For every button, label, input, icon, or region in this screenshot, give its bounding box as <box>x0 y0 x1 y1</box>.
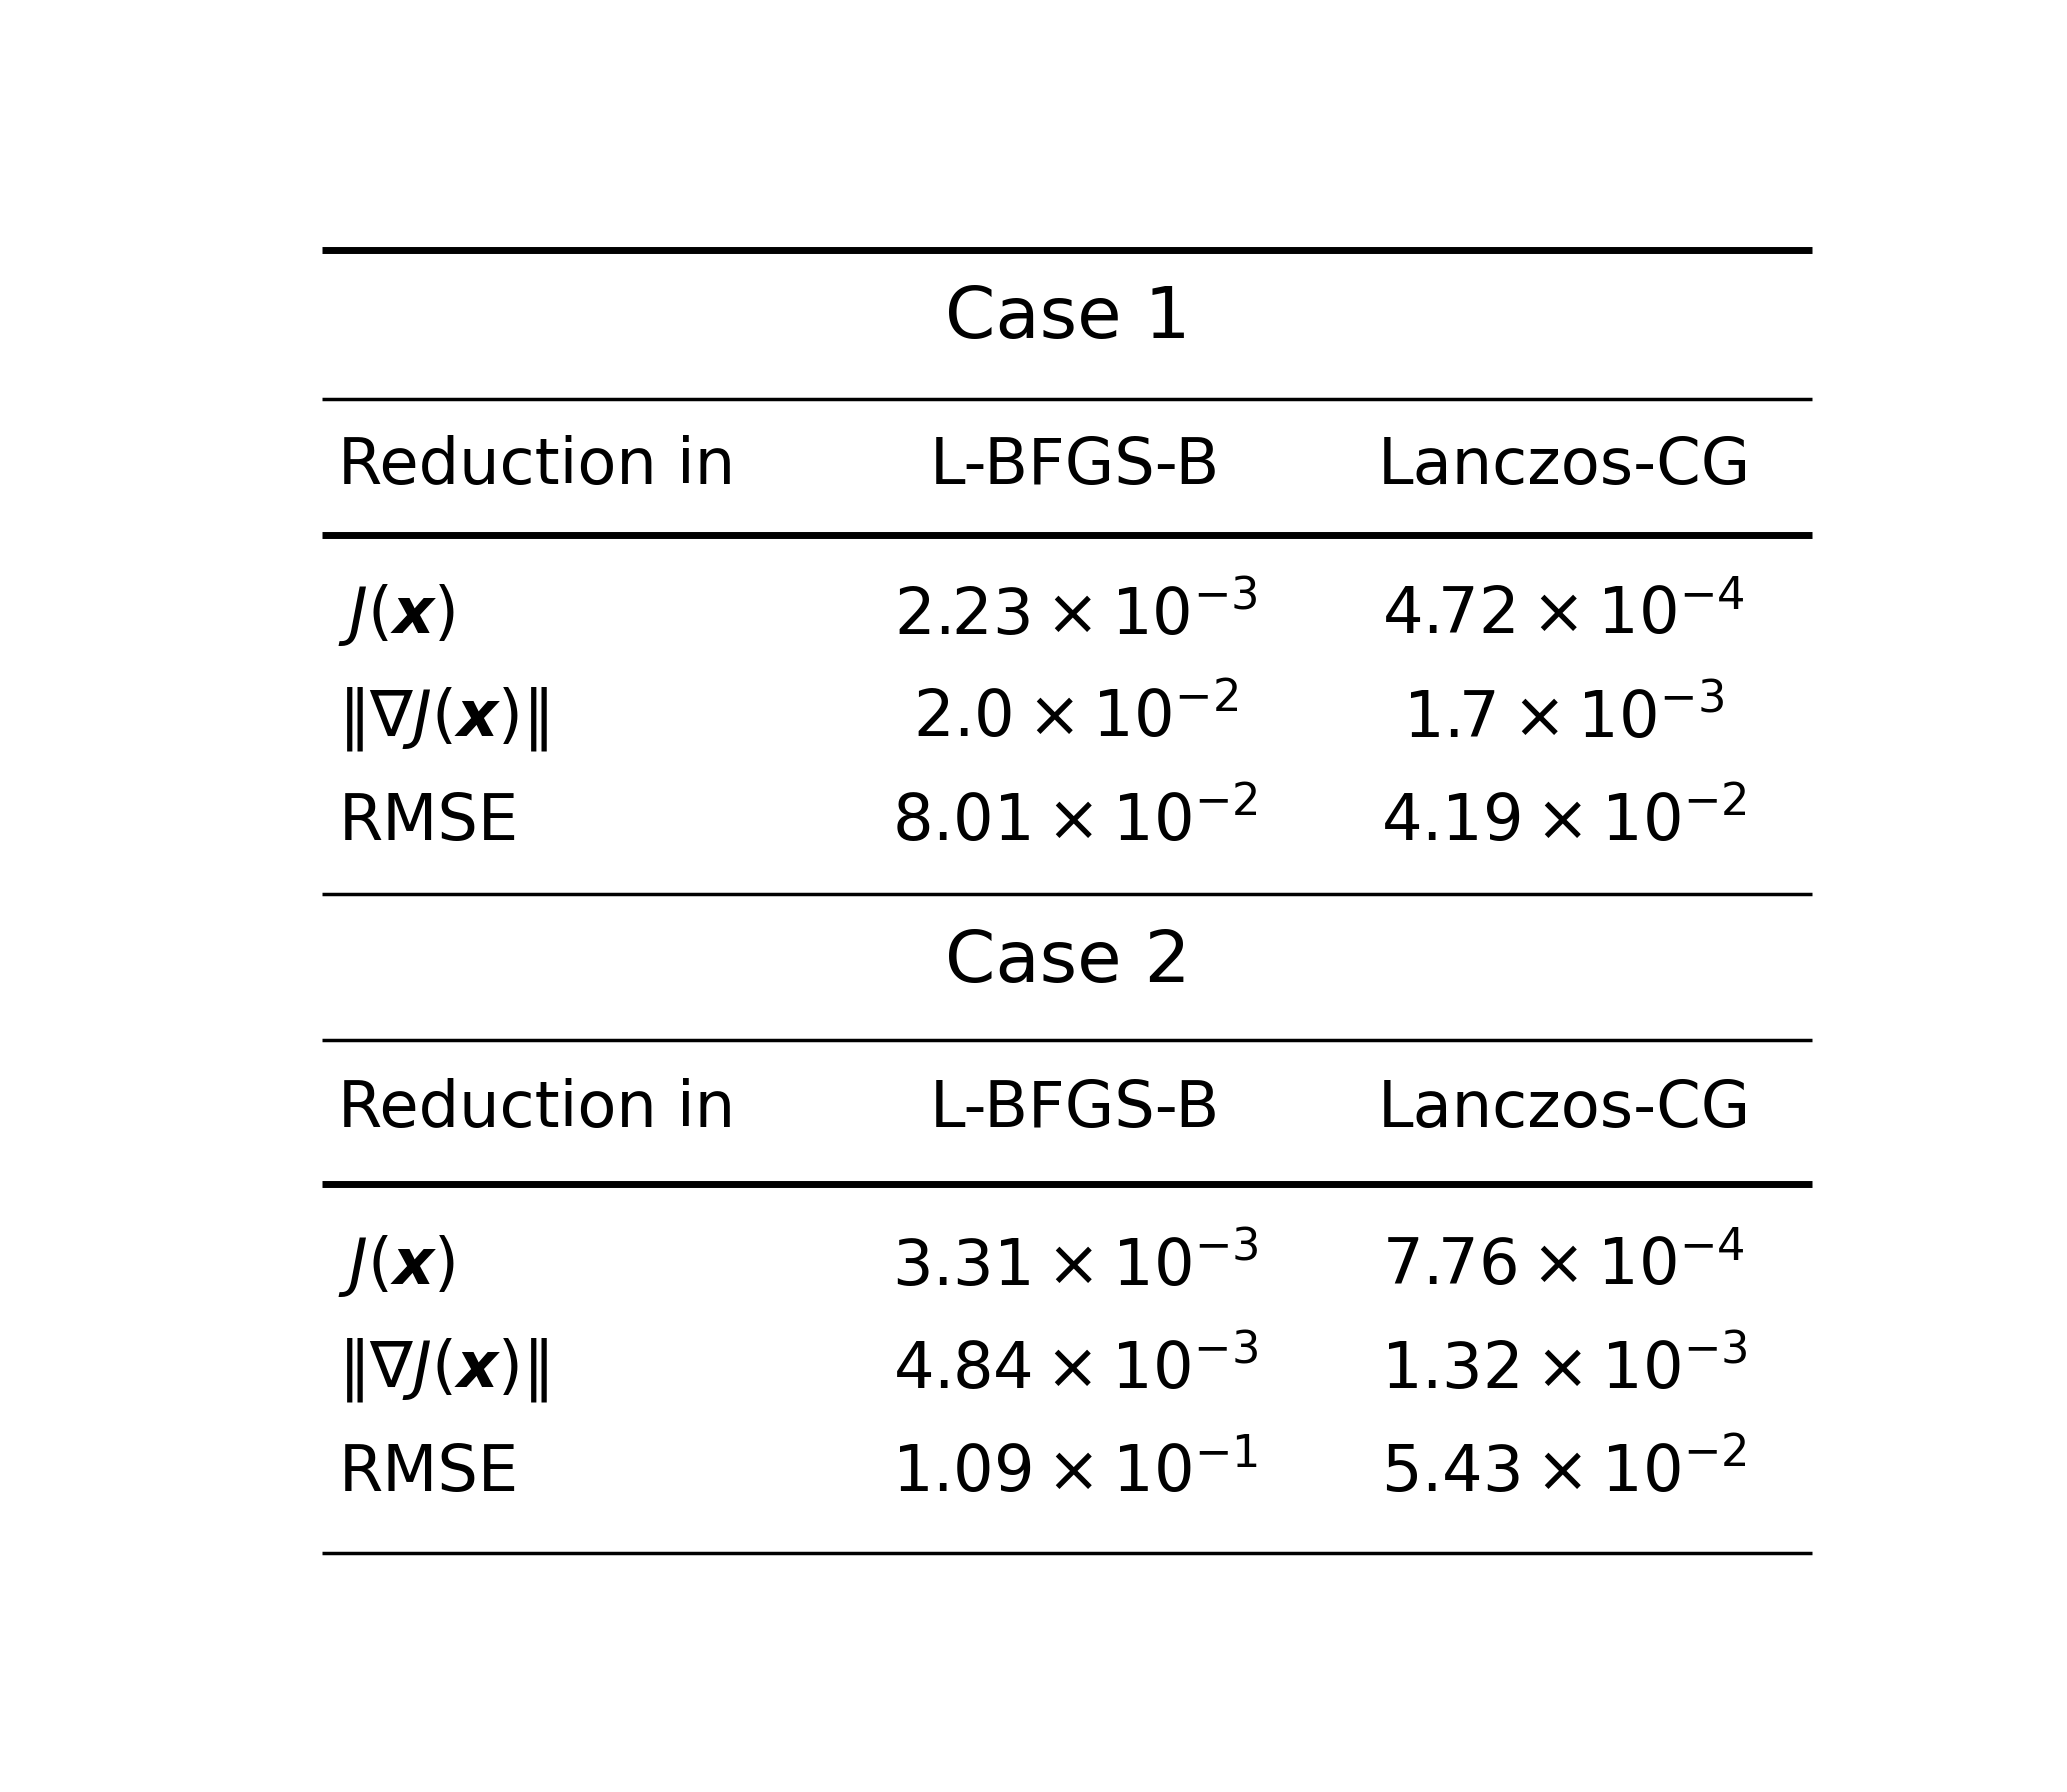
Text: Reduction in: Reduction in <box>339 435 736 496</box>
Text: $3.31 \times 10^{-3}$: $3.31 \times 10^{-3}$ <box>893 1235 1259 1297</box>
Text: $\|\nabla J(\boldsymbol{x})\|$: $\|\nabla J(\boldsymbol{x})\|$ <box>339 1337 548 1403</box>
Text: Reduction in: Reduction in <box>339 1079 736 1140</box>
Text: $4.84 \times 10^{-3}$: $4.84 \times 10^{-3}$ <box>893 1339 1259 1401</box>
Text: Lanczos-CG: Lanczos-CG <box>1377 435 1751 496</box>
Text: L-BFGS-B: L-BFGS-B <box>930 1079 1220 1140</box>
Text: $4.19 \times 10^{-2}$: $4.19 \times 10^{-2}$ <box>1381 790 1747 853</box>
Text: Lanczos-CG: Lanczos-CG <box>1377 1079 1751 1140</box>
Text: $7.76 \times 10^{-4}$: $7.76 \times 10^{-4}$ <box>1383 1235 1745 1297</box>
Text: $J(\boldsymbol{x})$: $J(\boldsymbol{x})$ <box>339 1233 455 1299</box>
Text: $J(\boldsymbol{x})$: $J(\boldsymbol{x})$ <box>339 582 455 649</box>
Text: RMSE: RMSE <box>339 792 519 853</box>
Text: $2.0 \times 10^{-2}$: $2.0 \times 10^{-2}$ <box>914 686 1238 751</box>
Text: $1.32 \times 10^{-3}$: $1.32 \times 10^{-3}$ <box>1381 1339 1747 1401</box>
Text: $5.43 \times 10^{-2}$: $5.43 \times 10^{-2}$ <box>1381 1443 1747 1505</box>
Text: Case 1: Case 1 <box>945 283 1191 353</box>
Text: $1.7 \times 10^{-3}$: $1.7 \times 10^{-3}$ <box>1403 686 1724 751</box>
Text: RMSE: RMSE <box>339 1443 519 1505</box>
Text: $\|\nabla J(\boldsymbol{x})\|$: $\|\nabla J(\boldsymbol{x})\|$ <box>339 685 548 753</box>
Text: L-BFGS-B: L-BFGS-B <box>930 435 1220 496</box>
Text: $1.09 \times 10^{-1}$: $1.09 \times 10^{-1}$ <box>893 1443 1259 1505</box>
Text: $8.01 \times 10^{-2}$: $8.01 \times 10^{-2}$ <box>893 790 1259 853</box>
Text: Case 2: Case 2 <box>945 928 1191 998</box>
Text: $2.23 \times 10^{-3}$: $2.23 \times 10^{-3}$ <box>893 584 1257 647</box>
Text: $4.72 \times 10^{-4}$: $4.72 \times 10^{-4}$ <box>1383 584 1745 647</box>
